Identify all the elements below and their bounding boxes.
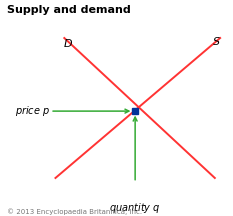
Text: $D$: $D$ bbox=[63, 37, 73, 49]
Text: © 2013 Encyclopaedia Britannica, Inc.: © 2013 Encyclopaedia Britannica, Inc. bbox=[7, 208, 142, 215]
Text: price $p$: price $p$ bbox=[15, 104, 50, 118]
Text: Supply and demand: Supply and demand bbox=[7, 5, 131, 15]
Text: quantity $q$: quantity $q$ bbox=[109, 201, 161, 215]
Text: $S$: $S$ bbox=[212, 35, 221, 47]
